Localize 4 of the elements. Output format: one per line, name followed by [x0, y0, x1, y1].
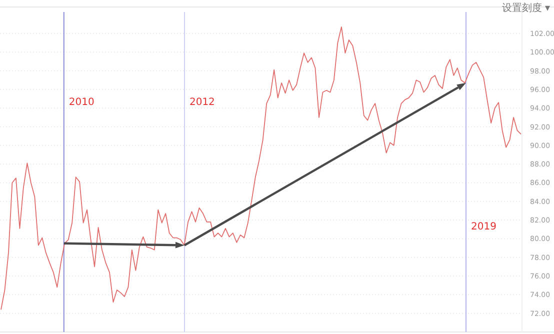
- annotation: 2012: [189, 96, 215, 108]
- annotation: 设置刻度 ▾: [502, 3, 550, 14]
- annotation: 2019: [471, 222, 496, 233]
- annotation: 2010: [68, 96, 94, 108]
